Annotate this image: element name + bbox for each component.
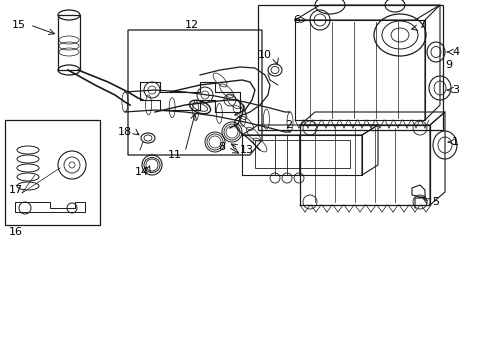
Bar	[5, 120, 100, 225]
Text: 7: 7	[417, 20, 424, 30]
Text: 8: 8	[218, 142, 224, 152]
Text: 15: 15	[12, 20, 26, 30]
Text: 12: 12	[184, 20, 199, 30]
Text: 1: 1	[451, 137, 458, 147]
Bar	[254, 140, 349, 168]
Text: 5: 5	[431, 197, 438, 207]
Text: 6: 6	[292, 15, 299, 25]
Text: 14: 14	[135, 167, 149, 177]
Text: 16: 16	[9, 227, 23, 237]
Text: 17: 17	[9, 185, 23, 195]
Text: 10: 10	[258, 50, 271, 60]
Text: 13: 13	[240, 145, 253, 155]
Text: 18: 18	[118, 127, 132, 137]
Bar	[258, 5, 442, 130]
Text: 4: 4	[451, 47, 458, 57]
Text: 11: 11	[168, 150, 182, 160]
Text: 2: 2	[285, 120, 291, 130]
Text: 3: 3	[451, 85, 458, 95]
Text: 9: 9	[444, 60, 451, 70]
